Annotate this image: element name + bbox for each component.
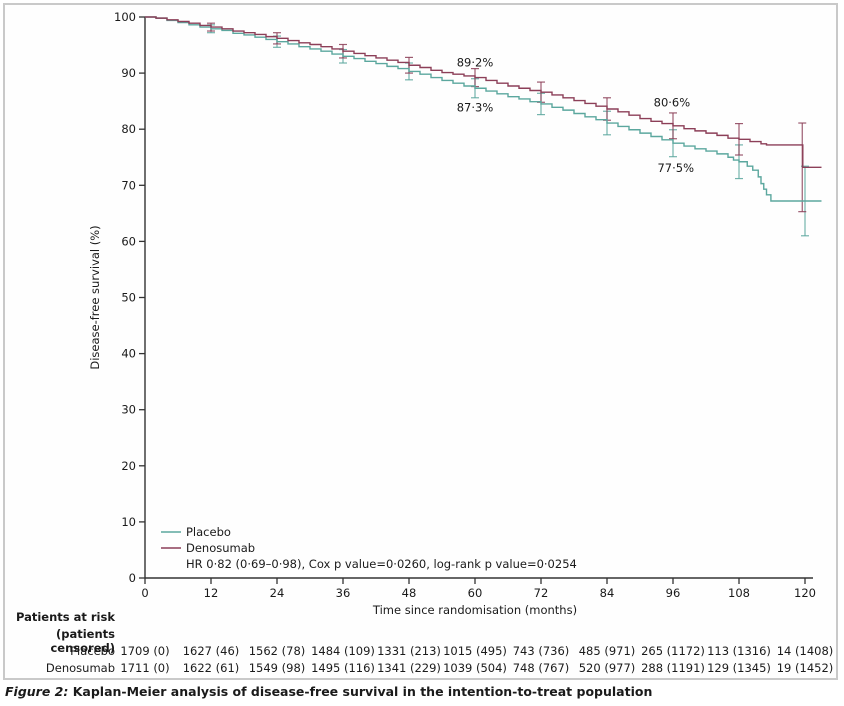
risk-table-cell: 1711 (0) <box>120 661 170 675</box>
km-curve-denosumab <box>145 16 822 169</box>
risk-table-cell: 14 (1408) <box>776 644 834 658</box>
x-tick-label: 120 <box>794 586 816 600</box>
risk-table-cell: 288 (1191) <box>641 661 705 675</box>
x-tick-label: 36 <box>336 586 351 600</box>
figure-caption-text: Kaplan-Meier analysis of disease-free su… <box>72 684 653 699</box>
y-axis-title: Disease-free survival (%) <box>88 225 102 369</box>
risk-table-cell: 1622 (61) <box>182 661 240 675</box>
risk-table-cell: 1341 (229) <box>377 661 441 675</box>
y-tick-label: 30 <box>121 403 136 417</box>
risk-table-cell: 1331 (213) <box>377 644 441 658</box>
x-tick-label: 48 <box>402 586 417 600</box>
risk-table-cell: 1039 (504) <box>443 661 507 675</box>
x-axis-title: Time since randomisation (months) <box>372 603 577 617</box>
risk-table-cell: 1627 (46) <box>182 644 240 658</box>
risk-table-header-line2: (patients censored) <box>50 627 115 655</box>
y-tick-label: 0 <box>129 571 136 585</box>
risk-table-row-label: Placebo <box>70 644 115 658</box>
annotation-label: 77·5% <box>657 161 694 175</box>
annotation-label: 87·3% <box>457 100 494 114</box>
risk-table-cell: 485 (971) <box>578 644 636 658</box>
risk-table-cell: 1484 (109) <box>311 644 375 658</box>
y-tick-label: 10 <box>121 515 136 529</box>
x-tick-label: 84 <box>600 586 615 600</box>
y-tick-label: 40 <box>121 347 136 361</box>
legend-label: Denosumab <box>186 541 255 555</box>
x-tick-label: 72 <box>534 586 549 600</box>
risk-table-cell: 1015 (495) <box>443 644 507 658</box>
x-tick-label: 108 <box>728 586 750 600</box>
x-tick-label: 0 <box>141 586 148 600</box>
risk-table-cell: 743 (736) <box>512 644 570 658</box>
risk-table-cell: 1562 (78) <box>248 644 306 658</box>
risk-table-row-label: Denosumab <box>45 661 115 675</box>
y-tick-label: 70 <box>121 178 136 192</box>
x-tick-label: 96 <box>666 586 681 600</box>
legend-stats-note: HR 0·82 (0·69–0·98), Cox p value=0·0260,… <box>186 557 577 571</box>
risk-table-cell: 19 (1452) <box>776 661 834 675</box>
y-tick-label: 60 <box>121 234 136 248</box>
annotation-label: 89·2% <box>457 55 494 69</box>
risk-table-cell: 520 (977) <box>578 661 636 675</box>
y-tick-label: 100 <box>114 10 136 24</box>
y-tick-label: 50 <box>121 291 136 305</box>
x-tick-label: 12 <box>204 586 219 600</box>
y-tick-label: 20 <box>121 459 136 473</box>
risk-table-cell: 1495 (116) <box>311 661 375 675</box>
km-chart: 0 10 20 30 40 50 60 70 80 90 100 0 12 24 36 48 60 72 84 96 1… <box>88 10 822 617</box>
risk-table-cell: 1549 (98) <box>248 661 306 675</box>
risk-table-cell: 1709 (0) <box>120 644 170 658</box>
legend-label: Placebo <box>186 525 231 539</box>
km-curve-placebo <box>145 16 822 202</box>
risk-table-cell: 748 (767) <box>512 661 570 675</box>
y-tick-label: 90 <box>121 66 136 80</box>
risk-table-cell: 113 (1316) <box>707 644 771 658</box>
y-tick-label: 80 <box>121 122 136 136</box>
figure-caption-prefix: Figure 2: <box>5 684 69 699</box>
risk-table-cell: 129 (1345) <box>707 661 771 675</box>
figure-caption: Figure 2: Kaplan-Meier analysis of disea… <box>5 684 839 699</box>
figure-frame <box>3 3 838 680</box>
risk-table-header-line1: Patients at risk <box>15 610 115 624</box>
x-tick-label: 60 <box>468 586 483 600</box>
annotation-label: 80·6% <box>654 95 691 109</box>
risk-table-cell: 265 (1172) <box>641 644 705 658</box>
x-tick-label: 24 <box>270 586 285 600</box>
patients-at-risk-table: Patients at risk (patients censored) Place… <box>15 610 834 675</box>
